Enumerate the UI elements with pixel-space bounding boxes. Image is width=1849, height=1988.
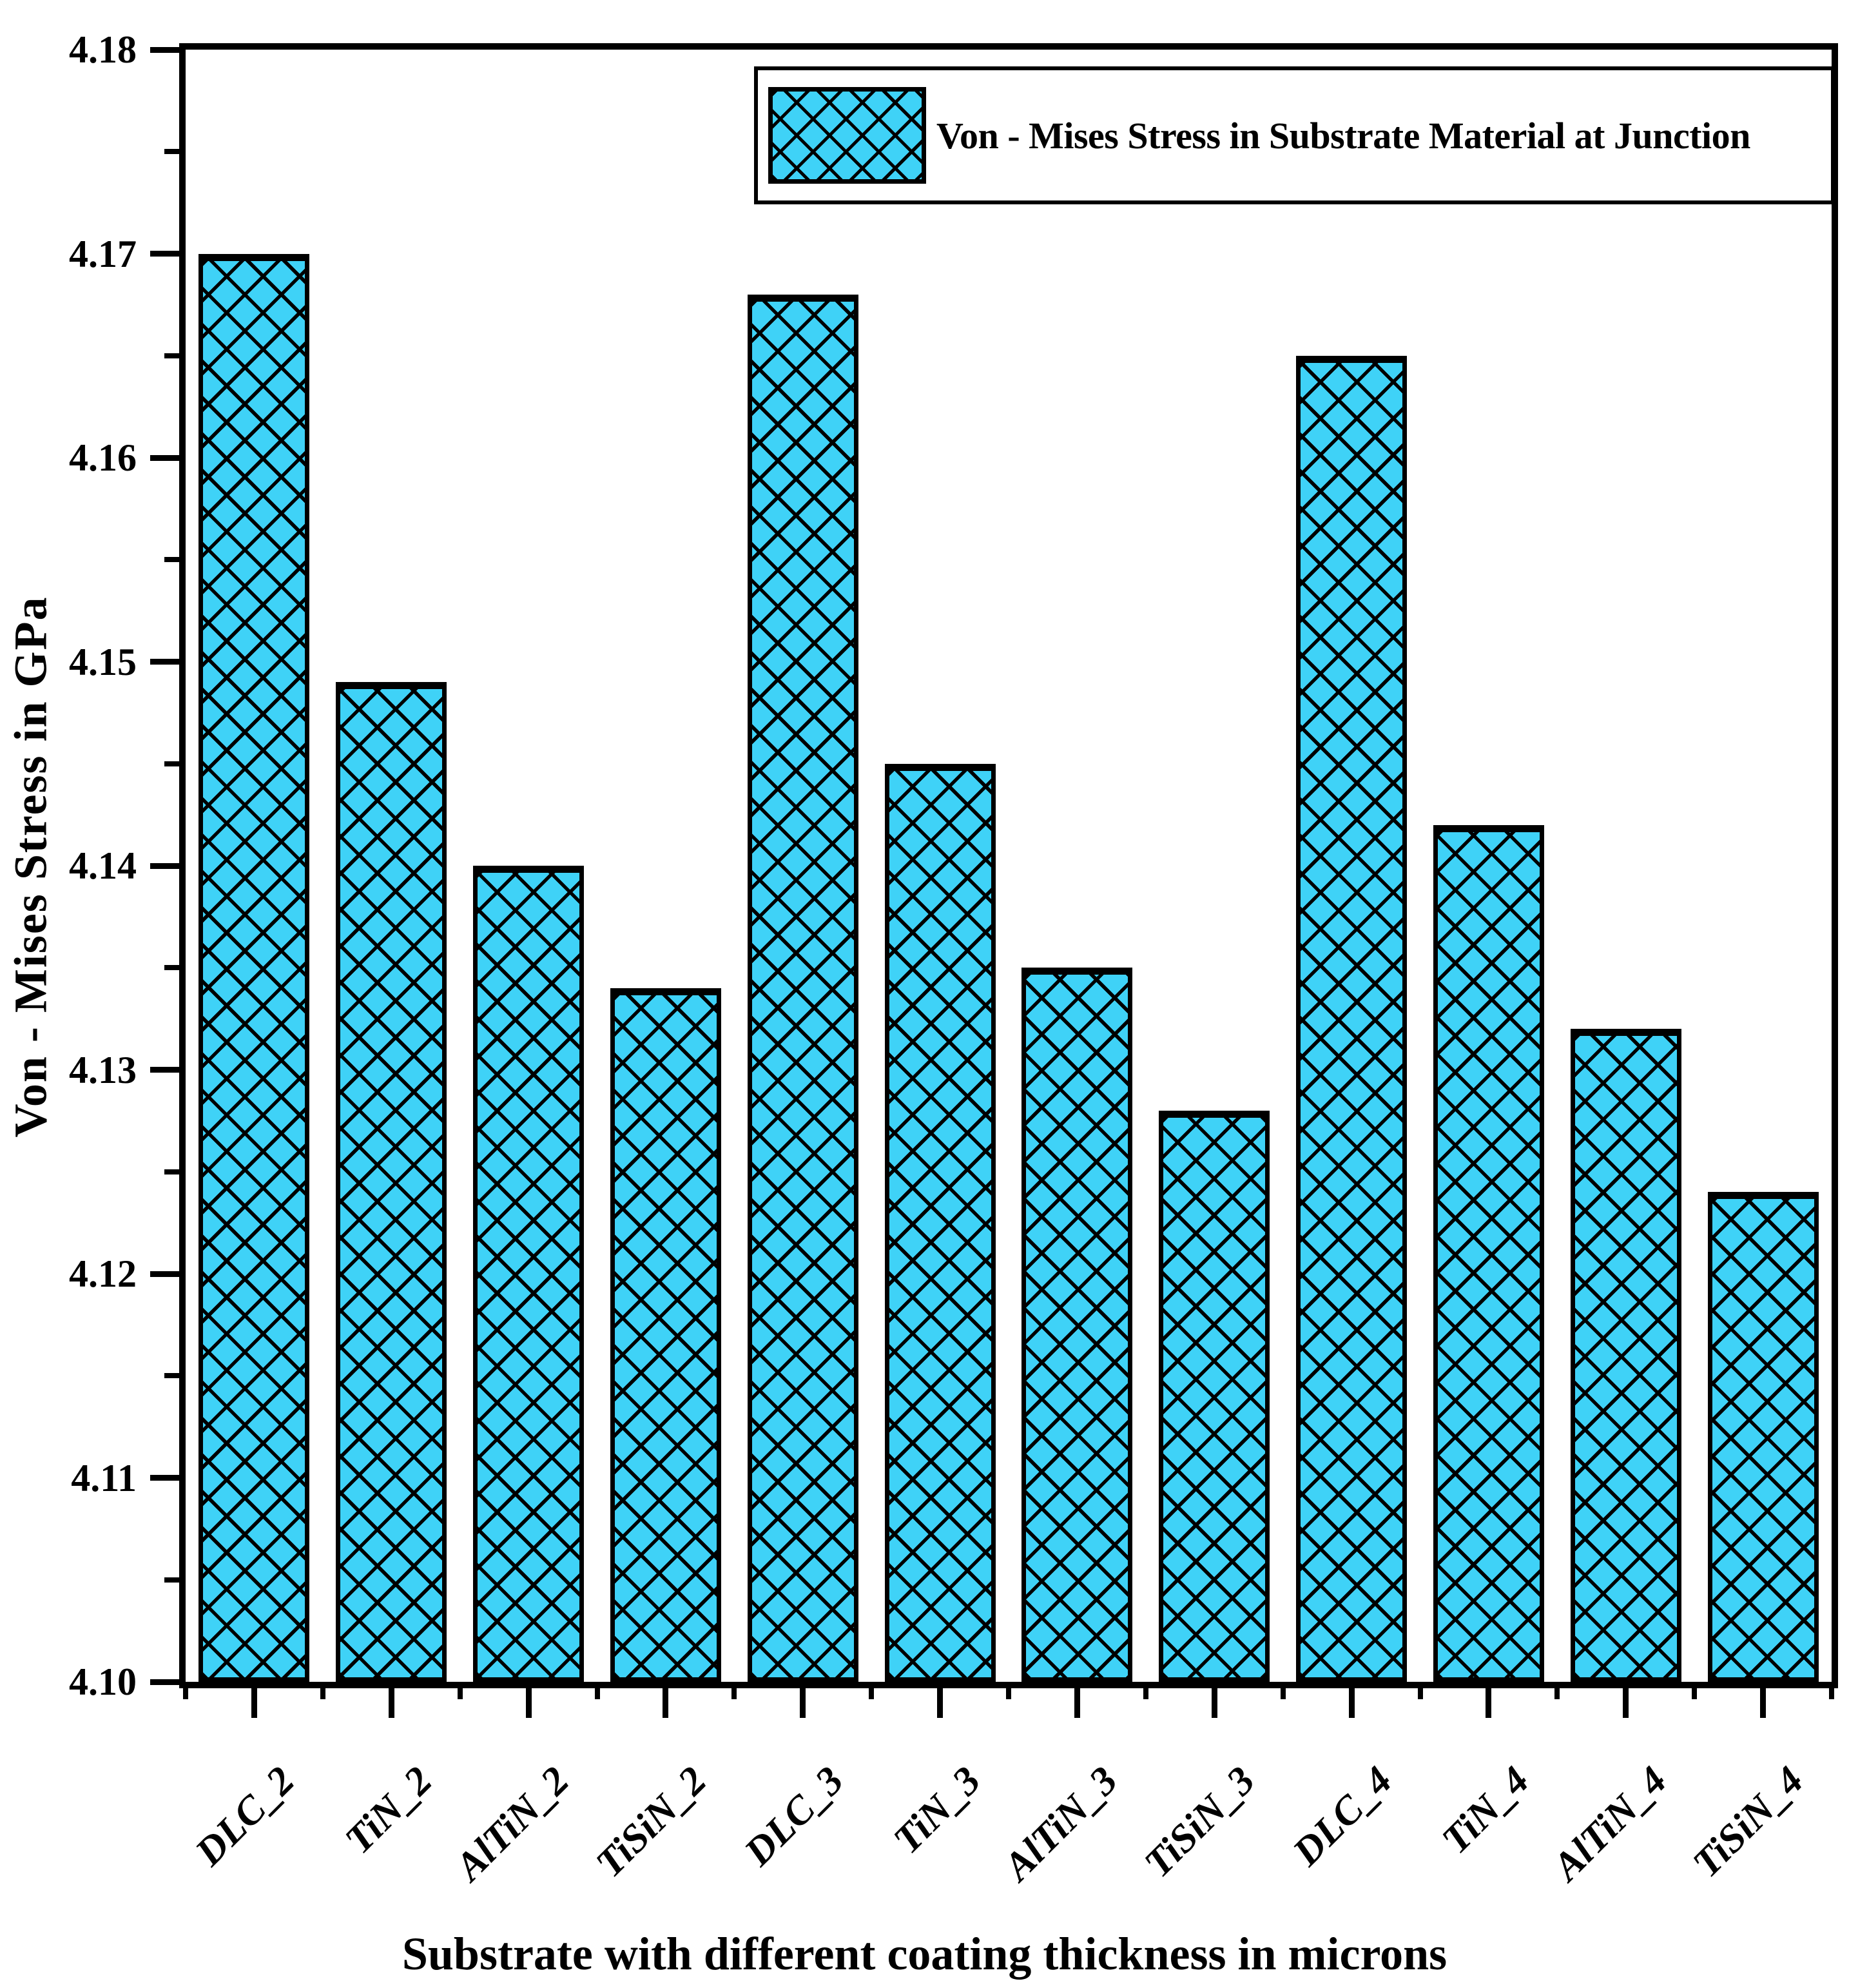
y-tick-label-4.14: 4.14 xyxy=(69,844,137,887)
x-major-tick-TiSiN_2 xyxy=(663,1682,669,1718)
bar-AlTiN_2 xyxy=(473,866,585,1682)
x-major-tick-AlTiN_2 xyxy=(525,1682,532,1718)
x-tick-label-TiSiN_2: TiSiN_2 xyxy=(587,1758,715,1886)
y-major-tick-4.18 xyxy=(150,46,179,53)
y-minor-tick xyxy=(164,149,179,155)
y-minor-tick xyxy=(164,557,179,563)
x-tick-label-AlTiN_2: AlTiN_2 xyxy=(447,1758,578,1889)
plot-area xyxy=(179,43,1838,1688)
y-minor-tick xyxy=(164,965,179,971)
y-minor-tick xyxy=(164,1169,179,1174)
bar-DLC_3 xyxy=(747,294,858,1682)
x-tick-label-AlTiN_3: AlTiN_3 xyxy=(996,1758,1127,1889)
x-major-tick-AlTiN_3 xyxy=(1074,1682,1080,1718)
x-major-tick-TiSiN_4 xyxy=(1760,1682,1767,1718)
y-tick-label-4.13: 4.13 xyxy=(69,1048,137,1091)
bar-AlTiN_3 xyxy=(1021,968,1133,1682)
legend-swatch-crosshatch xyxy=(768,87,926,184)
bar-TiSiN_4 xyxy=(1707,1192,1819,1682)
x-tick-label-TiSiN_3: TiSiN_3 xyxy=(1136,1758,1264,1886)
x-minor-tick xyxy=(869,1682,875,1699)
bar-TiSiN_3 xyxy=(1159,1110,1270,1682)
x-minor-tick xyxy=(320,1682,325,1699)
x-axis-title: Substrate with different coating thickne… xyxy=(402,1928,1447,1980)
x-tick-label-TiSiN_4: TiSiN_4 xyxy=(1685,1758,1812,1886)
x-major-tick-DLC_3 xyxy=(800,1682,806,1718)
x-minor-tick xyxy=(1006,1682,1011,1699)
bar-TiN_2 xyxy=(336,682,447,1682)
x-tick-label-DLC_2: DLC_2 xyxy=(187,1758,304,1875)
x-tick-label-TiN_3: TiN_3 xyxy=(885,1758,989,1862)
x-tick-label-AlTiN_4: AlTiN_4 xyxy=(1544,1758,1675,1889)
x-minor-tick xyxy=(1417,1682,1423,1699)
bar-TiN_4 xyxy=(1433,824,1544,1682)
y-tick-label-4.10: 4.10 xyxy=(69,1661,137,1703)
y-major-tick-4.12 xyxy=(150,1271,179,1277)
x-minor-tick xyxy=(457,1682,463,1699)
x-tick-label-DLC_4: DLC_4 xyxy=(1284,1758,1401,1875)
x-minor-tick xyxy=(183,1682,188,1699)
y-tick-label-4.15: 4.15 xyxy=(69,640,137,683)
bar-AlTiN_4 xyxy=(1570,1029,1681,1682)
y-major-tick-4.17 xyxy=(150,251,179,257)
y-minor-tick xyxy=(164,1577,179,1583)
x-minor-tick xyxy=(1280,1682,1286,1699)
x-minor-tick xyxy=(594,1682,600,1699)
y-major-tick-4.11 xyxy=(150,1475,179,1481)
y-minor-tick xyxy=(164,761,179,766)
x-major-tick-DLC_4 xyxy=(1348,1682,1355,1718)
x-tick-label-DLC_3: DLC_3 xyxy=(736,1758,852,1875)
x-major-tick-TiN_4 xyxy=(1486,1682,1492,1718)
x-minor-tick xyxy=(1829,1682,1834,1699)
y-major-tick-4.13 xyxy=(150,1067,179,1073)
bar-DLC_4 xyxy=(1296,355,1408,1682)
x-tick-label-TiN_2: TiN_2 xyxy=(336,1758,441,1862)
y-major-tick-4.10 xyxy=(150,1679,179,1685)
y-minor-tick xyxy=(164,1373,179,1379)
x-major-tick-DLC_2 xyxy=(251,1682,257,1718)
x-minor-tick xyxy=(731,1682,737,1699)
bar-DLC_2 xyxy=(198,253,310,1682)
x-major-tick-TiN_2 xyxy=(388,1682,394,1718)
x-major-tick-TiSiN_3 xyxy=(1211,1682,1217,1718)
y-tick-label-4.11: 4.11 xyxy=(71,1456,137,1499)
x-major-tick-AlTiN_4 xyxy=(1623,1682,1629,1718)
x-minor-tick xyxy=(1692,1682,1698,1699)
x-major-tick-TiN_3 xyxy=(937,1682,944,1718)
x-minor-tick xyxy=(1554,1682,1560,1699)
y-major-tick-4.14 xyxy=(150,862,179,869)
y-major-tick-4.15 xyxy=(150,659,179,665)
legend: Von - Mises Stress in Substrate Material… xyxy=(754,66,1835,204)
y-major-tick-4.16 xyxy=(150,454,179,461)
y-tick-label-4.12: 4.12 xyxy=(69,1252,137,1295)
legend-label: Von - Mises Stress in Substrate Material… xyxy=(936,114,1750,157)
y-minor-tick xyxy=(164,353,179,358)
y-tick-label-4.17: 4.17 xyxy=(69,232,137,275)
bar-TiSiN_2 xyxy=(610,988,721,1682)
x-minor-tick xyxy=(1143,1682,1148,1699)
bar-TiN_3 xyxy=(884,763,996,1682)
x-tick-label-TiN_4: TiN_4 xyxy=(1433,1758,1538,1862)
y-tick-label-4.18: 4.18 xyxy=(69,28,137,71)
y-tick-label-4.16: 4.16 xyxy=(69,436,137,479)
